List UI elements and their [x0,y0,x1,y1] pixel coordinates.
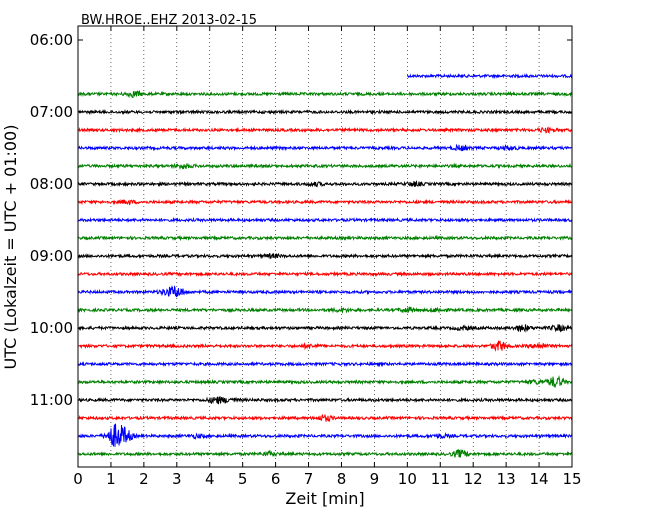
trace-1045-line [77,374,573,388]
x-tick-label: 7 [304,470,314,488]
trace-0830-line [77,216,573,224]
plot-area-frame [77,25,573,468]
x-tick-label: 2 [139,470,149,488]
x-tick-label: 5 [238,470,248,488]
trace-0700-line [77,108,573,116]
chart-title: BW.HROE..EHZ 2013-02-15 [81,13,257,28]
trace-0915-line [77,270,573,278]
trace-1015-line [77,340,573,352]
trace-0645-line [77,89,573,99]
x-tick-label: 4 [205,470,215,488]
x-tick-label: 6 [271,470,281,488]
y-tick-label: 10:00 [30,319,73,337]
x-axis-label: Zeit [min] [285,489,364,508]
trace-1000-line [77,323,573,333]
trace-0715-line [77,126,573,134]
x-tick-label: 13 [497,470,516,488]
y-tick-label: 06:00 [30,31,73,49]
x-tick-label: 11 [431,470,450,488]
trace-0745-line [77,162,573,170]
trace-0930-line [77,285,573,298]
trace-0630-line [406,72,573,80]
trace-0945-line [77,306,573,314]
trace-1100-line [77,396,573,405]
trace-1130-line [77,423,573,447]
trace-layer [77,72,573,458]
trace-0845-line [77,234,573,242]
y-axis-label: UTC (Lokalzeit = UTC + 01:00) [1,125,20,370]
x-tick-label: 12 [464,470,483,488]
trace-1030-line [77,360,573,368]
x-tick-label: 8 [337,470,347,488]
trace-0900-line [77,252,573,260]
x-tick-label: 0 [73,470,83,488]
y-tick-label: 08:00 [30,175,73,193]
x-tick-label: 1 [106,470,116,488]
trace-0800-line [77,179,573,188]
y-tick-label: 07:00 [30,103,73,121]
y-tick-label: 09:00 [30,247,73,265]
grid-layer [110,26,540,467]
x-tick-label: 10 [398,470,417,488]
trace-1115-line [77,413,573,423]
x-tick-label: 3 [172,470,182,488]
trace-0730-line [77,143,573,152]
y-tick-label: 11:00 [30,391,73,409]
x-tick-label: 14 [530,470,549,488]
trace-0815-line [77,198,573,206]
x-tick-label: 9 [370,470,380,488]
trace-1145-line [77,449,573,458]
x-tick-label: 15 [562,470,581,488]
tick-layer: 0 1 2 3 4 5 6 7 8 9 10 11 12 13 14 1506:0007:0008:0009:… [30,26,582,488]
